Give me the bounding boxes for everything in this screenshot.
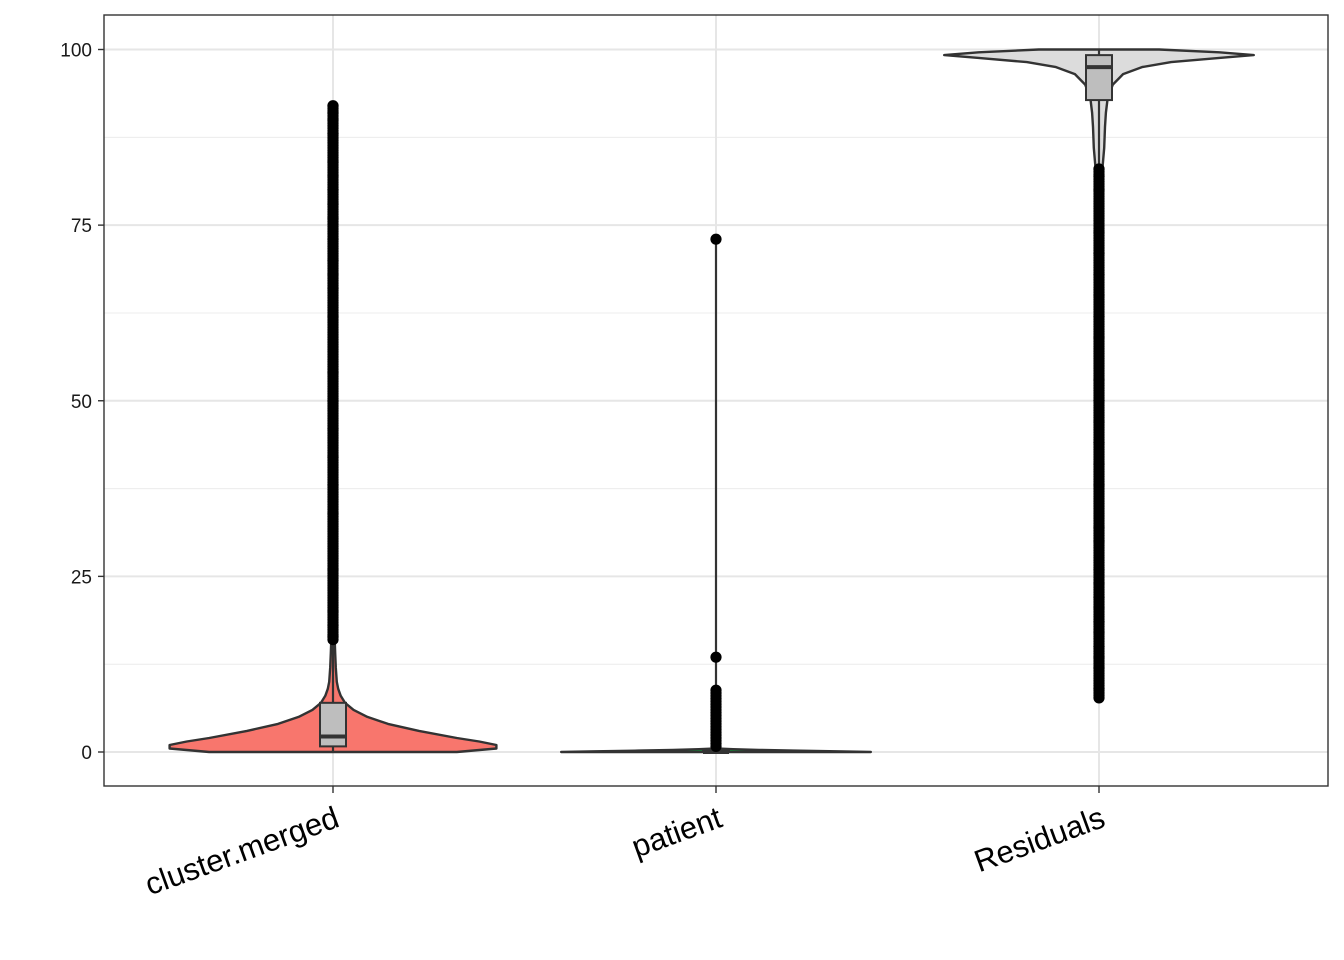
outlier-point bbox=[710, 651, 722, 663]
outlier-points bbox=[327, 100, 1105, 752]
outlier-point bbox=[710, 233, 722, 245]
box-Residuals bbox=[1085, 54, 1113, 102]
y-tick-label: 75 bbox=[71, 216, 92, 237]
y-axis: 0 25 50 75 100 bbox=[60, 41, 104, 764]
y-tick-label: 0 bbox=[81, 743, 92, 764]
outlier-point bbox=[327, 100, 339, 112]
outlier-point bbox=[710, 684, 722, 696]
y-tick-label: 50 bbox=[71, 392, 92, 413]
outlier-point bbox=[1093, 163, 1105, 175]
y-tick-label: 25 bbox=[71, 567, 92, 588]
y-tick-label: 100 bbox=[60, 41, 92, 62]
boxplots bbox=[319, 49, 1113, 754]
box-cluster.merged bbox=[319, 701, 347, 748]
